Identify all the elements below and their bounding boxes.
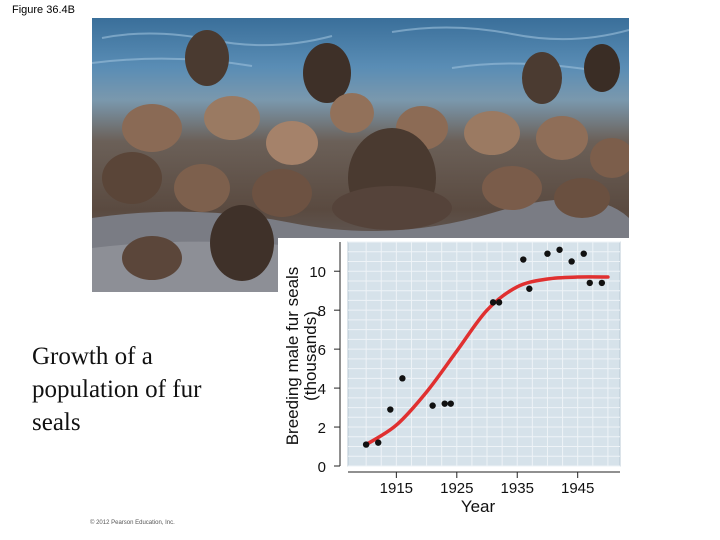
fur-seal-growth-chart: 0 2 4 6 8 10 1915 1925 1935 1945 Year Breeding ma…	[283, 241, 621, 516]
data-point	[429, 402, 436, 409]
x-tick-label: 1945	[561, 480, 594, 497]
x-axis-label: Year	[461, 497, 496, 516]
figure-caption: Growth of a population of fur seals	[32, 343, 202, 436]
logistic-growth-curve	[364, 275, 610, 447]
data-point	[544, 250, 551, 257]
y-tick-label: 10	[309, 264, 326, 281]
data-point	[447, 400, 454, 407]
data-point	[489, 299, 497, 306]
y-axis-label-line-1: Breeding male fur seals	[283, 267, 302, 446]
data-point	[399, 375, 406, 382]
data-point	[580, 250, 587, 257]
y-tick-label: 2	[318, 420, 326, 437]
data-point	[568, 258, 575, 265]
y-axis-label-line-2: (thousands)	[301, 311, 320, 401]
copyright-notice: © 2012 Pearson Education, Inc.	[90, 520, 175, 526]
x-tick-label: 1935	[501, 480, 534, 497]
data-point	[362, 441, 370, 448]
y-tick-label: 0	[318, 459, 326, 476]
x-tick-label: 1925	[440, 480, 473, 497]
tick-labels: 0 2 4 6 8 10 1915 1925 1935 1945	[309, 264, 594, 497]
data-point	[526, 285, 533, 292]
figure-label: Figure 36.4B	[12, 4, 75, 16]
data-point	[586, 279, 593, 287]
data-point	[556, 246, 563, 253]
data-point	[441, 400, 448, 407]
y-tick-label: 6	[318, 342, 326, 359]
grid-lines	[348, 241, 620, 467]
y-tick-label: 8	[318, 303, 326, 320]
data-point	[598, 279, 606, 287]
data-point	[520, 256, 527, 263]
data-point	[375, 439, 382, 446]
y-tick-label: 4	[318, 381, 326, 398]
data-points	[362, 246, 606, 448]
axes	[334, 242, 620, 478]
data-point	[387, 406, 394, 413]
x-tick-label: 1915	[380, 480, 413, 497]
data-point	[495, 299, 503, 306]
